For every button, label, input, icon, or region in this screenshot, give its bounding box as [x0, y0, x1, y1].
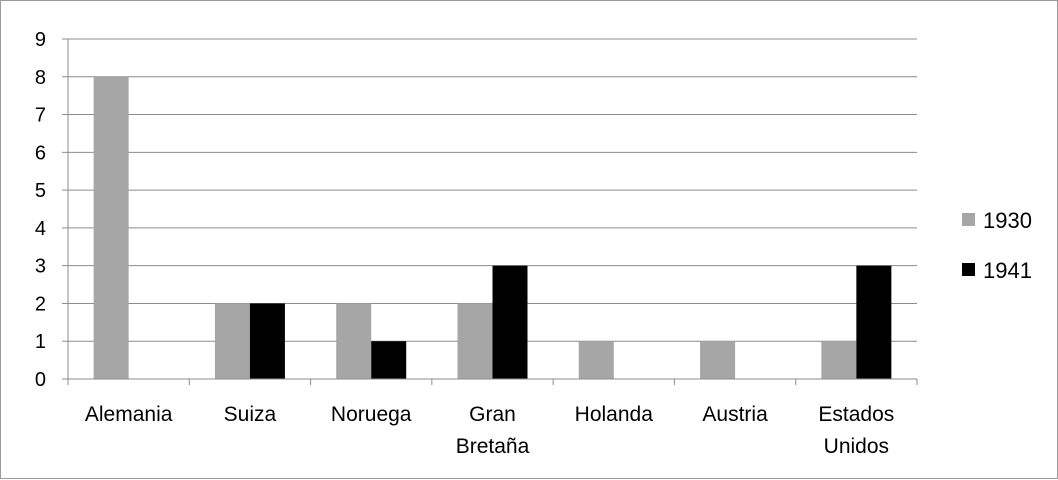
y-tick-label: 3: [35, 256, 46, 278]
y-tick-label: 7: [35, 105, 46, 127]
x-category-label: Bretaña: [456, 435, 530, 458]
legend-label-1930: 1930: [983, 208, 1032, 233]
bar-1930: [214, 303, 250, 379]
y-tick-label: 2: [35, 293, 46, 315]
x-category-label: Unidos: [824, 435, 889, 458]
bars: [93, 76, 892, 380]
x-category-label: Noruega: [331, 403, 412, 426]
bar-1941: [856, 265, 892, 379]
x-category-label: Holanda: [575, 403, 654, 426]
y-tick-label: 9: [35, 29, 46, 51]
bar-1930: [457, 303, 493, 379]
x-category-label: Suiza: [224, 403, 277, 426]
bar-1941: [371, 341, 407, 379]
bar-1930: [93, 76, 129, 380]
bar-1941: [492, 265, 528, 379]
x-category-label: Austria: [702, 403, 768, 426]
y-tick-label: 8: [35, 67, 46, 89]
x-category-label: Estados: [818, 403, 894, 426]
bar-1930: [821, 341, 857, 379]
y-tick-label: 6: [35, 142, 46, 164]
legend-swatch-1930: [962, 213, 975, 226]
x-category-label: Alemania: [85, 403, 173, 426]
y-tick-label: 0: [35, 369, 46, 391]
x-category-label: Gran: [469, 403, 516, 426]
y-tick-label: 4: [35, 218, 46, 240]
bar-1941: [249, 303, 285, 379]
bar-1930: [700, 341, 736, 379]
gridlines: [68, 38, 917, 342]
bar-1930: [578, 341, 614, 379]
y-tick-label: 1: [35, 331, 46, 353]
axes: 0 1 2 3 4 5 6 7 8 9 Alemania Suiza Noruega Gran Bretañ…: [35, 29, 918, 458]
legend: 1930 1941: [962, 208, 1032, 283]
y-tick-label: 5: [35, 180, 46, 202]
bar-1930: [336, 303, 372, 379]
legend-label-1941: 1941: [983, 258, 1032, 283]
legend-swatch-1941: [962, 263, 975, 276]
